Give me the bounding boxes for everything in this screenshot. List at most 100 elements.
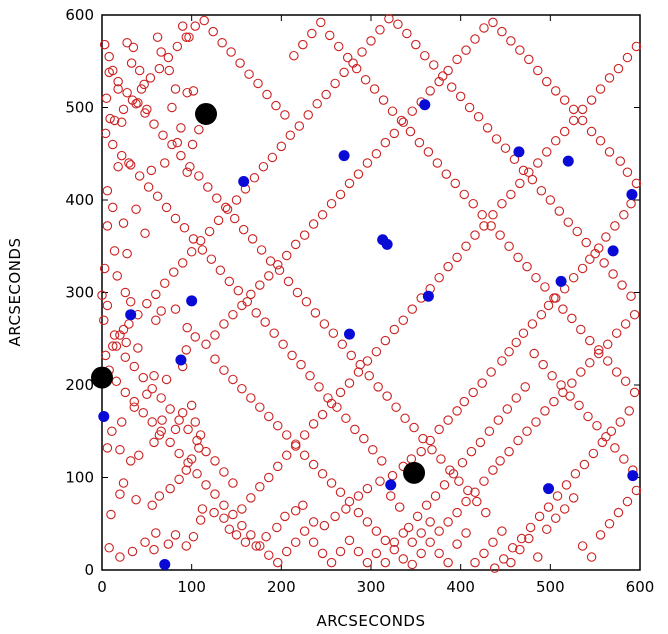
faint-source-marker (201, 339, 211, 350)
faint-source-marker (443, 415, 453, 425)
faint-source-marker (328, 328, 339, 338)
faint-source-marker (622, 496, 633, 507)
faint-source-marker (305, 370, 315, 381)
faint-source-marker (281, 430, 292, 440)
faint-source-marker (181, 541, 192, 551)
faint-source-marker (129, 361, 140, 372)
faint-source-marker (403, 522, 414, 533)
faint-source-marker (172, 41, 183, 52)
faint-source-marker (531, 417, 541, 427)
faint-source-marker (195, 235, 206, 246)
faint-source-marker (170, 84, 181, 94)
y-tick-label: 0 (84, 561, 94, 579)
faint-source-marker (249, 173, 260, 183)
faint-source-marker (126, 58, 137, 68)
faint-source-marker (156, 47, 166, 57)
faint-source-marker (455, 91, 466, 102)
faint-source-marker (588, 448, 599, 459)
faint-source-marker (524, 167, 534, 178)
faint-source-marker (559, 504, 570, 514)
medium-source-marker (422, 290, 434, 302)
faint-source-marker (240, 537, 251, 547)
faint-source-marker (581, 237, 591, 248)
faint-source-marker (209, 507, 219, 518)
faint-source-marker (255, 280, 265, 290)
faint-source-marker (604, 147, 615, 157)
faint-source-marker (102, 186, 113, 196)
faint-source-marker (134, 171, 145, 181)
faint-source-marker (108, 202, 118, 213)
faint-source-marker (350, 424, 360, 435)
faint-source-marker (177, 407, 188, 418)
faint-source-marker (450, 178, 461, 189)
faint-source-marker (255, 541, 265, 551)
bright-source-marker (403, 461, 426, 484)
faint-source-marker (572, 226, 582, 237)
faint-source-marker (131, 99, 141, 109)
faint-source-marker (353, 546, 364, 557)
faint-source-marker (434, 272, 444, 283)
faint-source-marker (452, 252, 462, 263)
faint-source-marker (617, 280, 627, 290)
faint-source-marker (308, 459, 319, 470)
faint-source-marker (497, 198, 507, 209)
faint-source-marker (488, 210, 498, 220)
faint-source-marker (188, 234, 199, 244)
faint-source-marker (473, 112, 484, 122)
bright-source-marker (91, 366, 113, 389)
faint-source-marker (380, 557, 391, 568)
faint-source-marker (477, 210, 487, 220)
faint-source-marker (182, 167, 192, 178)
x-axis-title: ARCSECONDS (317, 612, 426, 630)
faint-source-marker (608, 269, 618, 279)
faint-source-marker (436, 454, 446, 464)
faint-source-marker (164, 65, 175, 76)
faint-source-marker (129, 396, 140, 407)
faint-source-marker (500, 143, 511, 153)
faint-source-marker (217, 37, 227, 48)
faint-source-marker (590, 248, 600, 259)
faint-source-marker (287, 350, 297, 361)
faint-source-marker (172, 137, 183, 148)
faint-source-marker (441, 169, 452, 179)
faint-source-marker (549, 293, 559, 303)
faint-source-marker (516, 533, 527, 544)
faint-source-marker (280, 110, 290, 120)
medium-source-marker (513, 146, 525, 158)
faint-source-marker (105, 113, 115, 124)
faint-source-marker (192, 469, 202, 479)
faint-source-marker (283, 276, 294, 287)
faint-source-marker (197, 504, 208, 514)
medium-source-marker (543, 483, 555, 495)
faint-source-marker (264, 411, 274, 422)
faint-source-marker (267, 152, 278, 163)
faint-source-marker (626, 291, 636, 301)
faint-source-marker (430, 491, 441, 501)
y-tick-label: 500 (65, 99, 94, 117)
faint-source-marker (219, 319, 229, 329)
faint-source-marker (613, 507, 624, 518)
faint-source-marker (181, 345, 192, 355)
faint-source-marker (592, 420, 602, 431)
faint-source-marker (602, 339, 613, 350)
faint-source-marker (149, 119, 159, 129)
faint-source-marker (506, 189, 516, 200)
faint-source-marker (594, 345, 604, 355)
axis-ticks: 0 100 200 300 400 500 600 0 100 200 300 400 500 600 (65, 6, 654, 596)
faint-source-marker (362, 517, 373, 527)
faint-source-marker (567, 313, 577, 324)
faint-source-marker (511, 393, 522, 403)
faint-source-marker (522, 426, 532, 436)
faint-source-marker (631, 41, 642, 52)
faint-source-marker (568, 104, 579, 115)
faint-source-marker (99, 263, 110, 274)
faint-source-marker (255, 481, 265, 492)
faint-source-marker (133, 98, 143, 108)
faint-source-marker (261, 531, 271, 542)
medium-source-marker (175, 354, 187, 366)
x-tick-label: 300 (357, 578, 386, 596)
faint-source-marker (382, 391, 392, 401)
faint-source-marker (188, 86, 199, 96)
faint-source-marker (576, 324, 586, 335)
faint-source-marker (461, 528, 471, 538)
